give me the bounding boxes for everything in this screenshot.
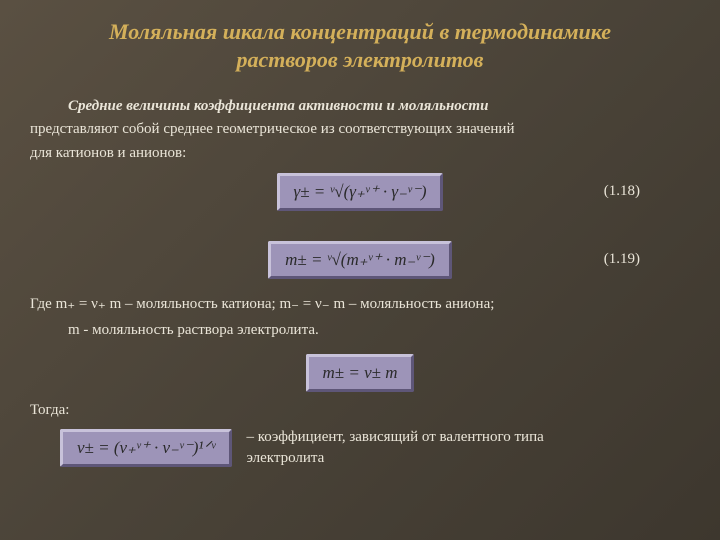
formula-row-1: γ± = ᵛ√(γ₊ᵛ⁺ · γ₋ᵛ⁻) (1.18) — [30, 173, 690, 211]
coef-text: – коэффициент, зависящий от валентного т… — [246, 427, 543, 469]
then-label: Тогда: — [30, 402, 690, 419]
where-line2: m - моляльность раствора электролита. — [68, 319, 690, 342]
formula-row-3: m± = ν± m — [30, 354, 690, 392]
title-line2: растворов электролитов — [237, 47, 484, 72]
where-line: Где m₊ = ν₊ m – моляльность катиона; m₋ … — [30, 293, 690, 316]
eqnum-1: (1.18) — [604, 183, 640, 200]
spacer — [30, 219, 690, 233]
intro-paragraph: Средние величины коэффициента активности… — [30, 95, 690, 165]
formula-1: γ± = ᵛ√(γ₊ᵛ⁺ · γ₋ᵛ⁻) — [277, 173, 444, 211]
intro-bold: Средние величины коэффициента активности… — [68, 98, 488, 114]
title-line1: Моляльная шкала концентраций в термодина… — [109, 19, 611, 44]
eqnum-2: (1.19) — [604, 251, 640, 268]
formula-3: m± = ν± m — [306, 354, 415, 392]
intro-rest1: представляют собой среднее геометрическо… — [30, 121, 514, 137]
intro-rest2: для катионов и анионов: — [30, 145, 186, 161]
slide-title: Моляльная шкала концентраций в термодина… — [30, 18, 690, 73]
coef-text2: электролита — [246, 450, 324, 466]
coef-text1: – коэффициент, зависящий от валентного т… — [246, 429, 543, 445]
formula-4: ν± = (ν₊ᵛ⁺ · ν₋ᵛ⁻)¹ᐟᵛ — [60, 429, 232, 467]
coef-row: ν± = (ν₊ᵛ⁺ · ν₋ᵛ⁻)¹ᐟᵛ – коэффициент, зав… — [30, 427, 690, 469]
formula-2: m± = ᵛ√(m₊ᵛ⁺ · m₋ᵛ⁻) — [268, 241, 452, 279]
slide-container: Моляльная шкала концентраций в термодина… — [0, 0, 720, 540]
formula-row-2: m± = ᵛ√(m₊ᵛ⁺ · m₋ᵛ⁻) (1.19) — [30, 241, 690, 279]
